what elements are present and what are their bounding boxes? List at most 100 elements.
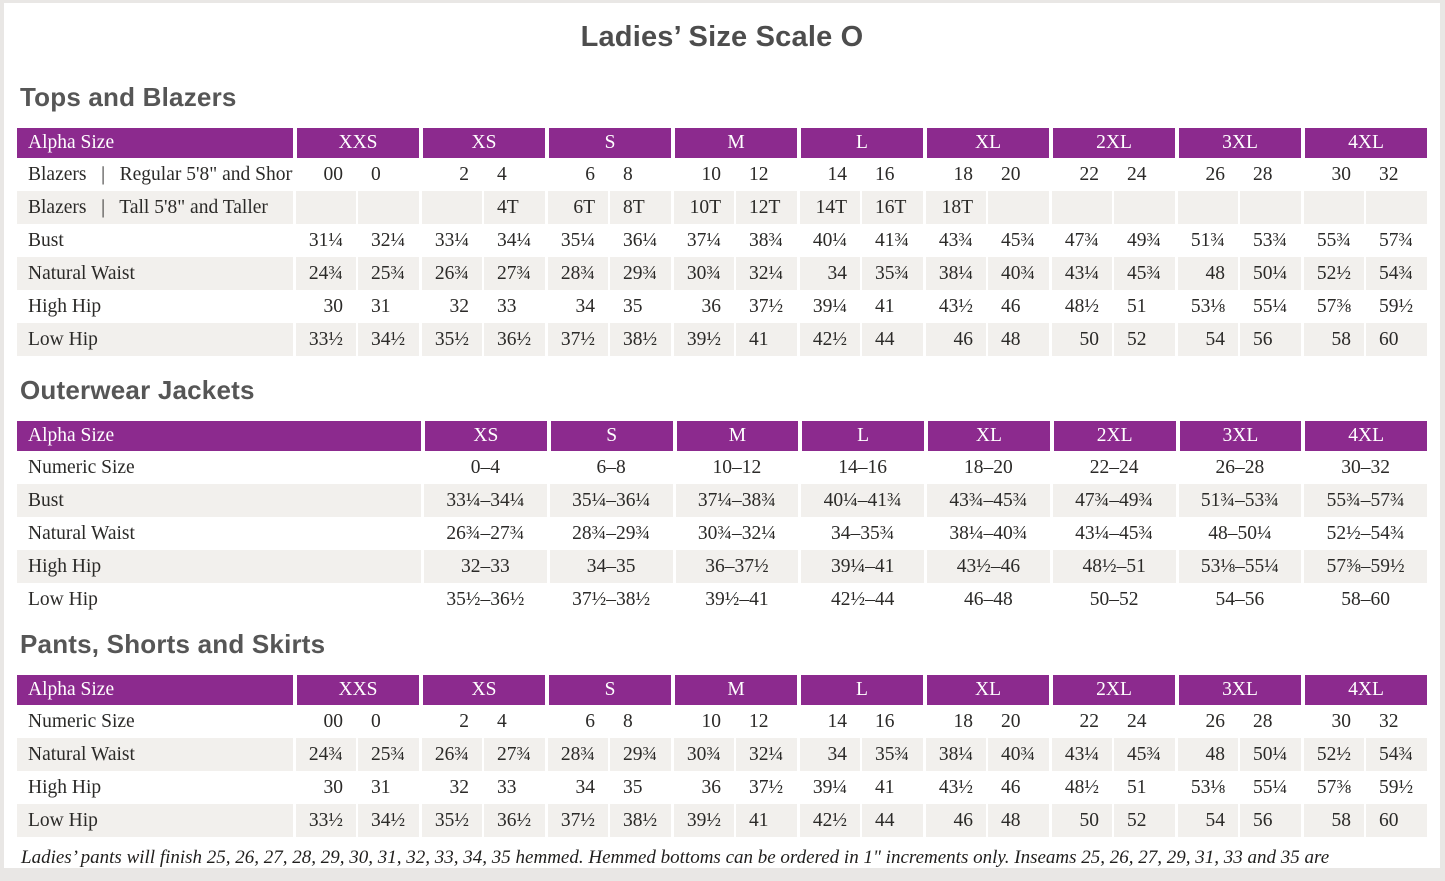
value-cell: 41¾ (860, 224, 923, 257)
value-cell: 39½ (671, 323, 734, 356)
value-cell: 57⅜–59½ (1301, 550, 1427, 583)
value-cell: 34–35 (546, 550, 673, 583)
value-cell: 30 (293, 290, 356, 323)
table-row-low-hip: Low Hip 33½ 34½ 35½ 36½ 37½ 38½ 39½ 41 42½ 44 46 48 5… (17, 323, 1427, 356)
row-label: Natural Waist (17, 738, 293, 771)
value-cell: 40¼ (797, 224, 860, 257)
value-cell: 36½ (482, 323, 545, 356)
value-cell: 45¾ (986, 224, 1049, 257)
table-row-low-hip: Low Hip 35½–36½ 37½–38½ 39½–41 42½–44 46–48 50… (17, 583, 1427, 616)
value-cell: 30–32 (1301, 451, 1427, 484)
size-header-s: S (545, 675, 671, 705)
value-cell: 54 (1175, 323, 1238, 356)
value-cell: 37½ (545, 323, 608, 356)
value-cell: 24¾ (293, 257, 356, 290)
row-label: Natural Waist (17, 517, 421, 550)
value-cell: 59½ (1364, 290, 1427, 323)
size-header-2xl: 2XL (1049, 128, 1175, 158)
size-header-4xl: 4XL (1301, 421, 1427, 451)
value-cell: 22 (1049, 158, 1112, 191)
value-cell: 48½ (1049, 771, 1112, 804)
row-label: Low Hip (17, 583, 421, 616)
table-row-blazers-tall-5-8-and-taller: Blazers | Tall 5'8" and Taller 4T 6T 8T 10T 1… (17, 191, 1427, 224)
value-cell: 50–52 (1049, 583, 1176, 616)
value-cell: 52½–54¾ (1301, 517, 1427, 550)
value-cell: 16 (860, 158, 923, 191)
value-cell: 46 (923, 804, 986, 837)
value-cell: 37¼ (671, 224, 734, 257)
value-cell: 38½ (608, 323, 671, 356)
value-cell: 37¼–38¾ (672, 484, 799, 517)
table-row-natural-waist: Natural Waist 24¾ 25¾ 26¾ 27¾ 28¾ 29¾ 30¾ 32¼ 34 3… (17, 257, 1427, 290)
value-cell: 50 (1049, 804, 1112, 837)
value-cell: 44 (860, 323, 923, 356)
value-cell: 10T (671, 191, 734, 224)
value-cell: 48½ (1049, 290, 1112, 323)
value-cell: 32 (1364, 158, 1427, 191)
value-cell: 48 (986, 804, 1049, 837)
document-sheet: Ladies’ Size Scale O Tops and Blazers Alp… (4, 3, 1440, 868)
value-cell: 58–60 (1301, 583, 1427, 616)
value-cell: 52 (1112, 323, 1175, 356)
table-row-numeric-size: Numeric Size 00 0 2 4 6 8 10 12 14 16 18 20 22 24 26 28 3… (17, 705, 1427, 738)
size-tables-container: Tops and Blazers Alpha Size XXS XS S M L XL 2XL 3… (17, 81, 1427, 837)
table-row-high-hip: High Hip 32–33 34–35 36–37½ 39¼–41 43½–46 48½–… (17, 550, 1427, 583)
value-cell: 24¾ (293, 738, 356, 771)
value-cell: 45¾ (1112, 738, 1175, 771)
value-cell: 33½ (293, 804, 356, 837)
value-cell: 35½ (419, 804, 482, 837)
value-cell: 34½ (356, 804, 419, 837)
size-header-3xl: 3XL (1175, 128, 1301, 158)
value-cell: 33½ (293, 323, 356, 356)
value-cell: 24 (1112, 705, 1175, 738)
value-cell (1238, 191, 1301, 224)
value-cell: 41 (734, 804, 797, 837)
table-row-low-hip: Low Hip 33½ 34½ 35½ 36½ 37½ 38½ 39½ 41 42½ 44 46 48 5… (17, 804, 1427, 837)
value-cell: 10 (671, 705, 734, 738)
table-row-natural-waist: Natural Waist 26¾–27¾ 28¾–29¾ 30¾–32¼ 34–35¾… (17, 517, 1427, 550)
value-cell: 6 (545, 705, 608, 738)
table-row-bust: Bust 33¼–34¼ 35¼–36¼ 37¼–38¾ 40¼–41¾ 43¾–45¾ 4… (17, 484, 1427, 517)
value-cell: 0–4 (421, 451, 547, 484)
size-header-4xl: 4XL (1301, 675, 1427, 705)
value-cell: 34 (797, 257, 860, 290)
value-cell: 43½ (923, 290, 986, 323)
value-cell: 16 (860, 705, 923, 738)
value-cell: 24 (1112, 158, 1175, 191)
value-cell: 43½ (923, 771, 986, 804)
value-cell: 32 (419, 771, 482, 804)
row-label: Blazers | Tall 5'8" and Taller (17, 191, 293, 224)
size-header-3xl: 3XL (1175, 675, 1301, 705)
value-cell: 52½ (1301, 257, 1364, 290)
size-header-l: L (797, 128, 923, 158)
value-cell: 6 (545, 158, 608, 191)
row-label: High Hip (17, 550, 421, 583)
value-cell: 16T (860, 191, 923, 224)
value-cell: 39½ (671, 804, 734, 837)
size-header-4xl: 4XL (1301, 128, 1427, 158)
value-cell: 14–16 (798, 451, 924, 484)
table-row-numeric-size: Numeric Size 0–4 6–8 10–12 14–16 18–20 22–24 26… (17, 451, 1427, 484)
value-cell: 14 (797, 158, 860, 191)
value-cell: 35¾ (860, 738, 923, 771)
size-header-row: Alpha Size XXS XS S M L XL 2XL 3XL 4XL (17, 675, 1427, 705)
value-cell: 31 (356, 771, 419, 804)
size-header-2xl: 2XL (1049, 675, 1175, 705)
size-header-l: L (797, 675, 923, 705)
value-cell: 52½ (1301, 738, 1364, 771)
value-cell: 36–37½ (672, 550, 799, 583)
value-cell: 55¼ (1238, 771, 1301, 804)
size-header-xs: XS (419, 128, 545, 158)
value-cell: 25¾ (356, 257, 419, 290)
value-cell: 60 (1364, 323, 1427, 356)
value-cell: 42½ (797, 323, 860, 356)
value-cell: 30¾ (671, 257, 734, 290)
value-cell: 18T (923, 191, 986, 224)
value-cell: 43¾ (923, 224, 986, 257)
value-cell: 33¼–34¼ (421, 484, 547, 517)
value-cell: 18 (923, 705, 986, 738)
value-cell: 27¾ (482, 257, 545, 290)
alpha-size-header-cell: Alpha Size (17, 421, 421, 451)
value-cell: 51¾ (1175, 224, 1238, 257)
value-cell: 41 (860, 290, 923, 323)
